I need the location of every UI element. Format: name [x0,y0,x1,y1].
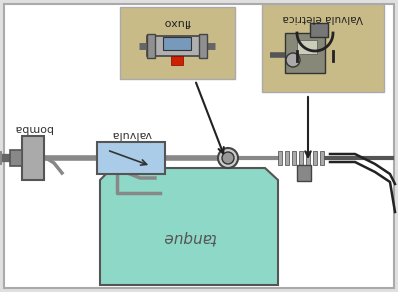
Bar [306,151,310,165]
Text: tanque: tanque [162,230,216,246]
Bar [163,37,191,50]
Text: fluxo: fluxo [164,17,191,27]
Bar [147,34,155,58]
Text: Valvula eletrica: Valvula eletrica [283,13,363,23]
Bar [313,151,317,165]
Bar [292,151,296,165]
Bar [147,36,207,56]
Bar [297,165,311,181]
Text: bomba: bomba [14,123,52,133]
Bar [320,151,324,165]
Bar [297,40,317,54]
Text: valvula: valvula [111,129,151,139]
Bar [22,136,44,180]
Bar [120,7,235,79]
Bar [262,4,384,92]
Bar [299,151,303,165]
Bar [10,150,22,166]
Bar [310,23,328,37]
Bar [285,33,325,73]
Circle shape [286,53,300,67]
Bar [97,142,165,174]
Polygon shape [100,168,278,285]
Bar [199,34,207,58]
Bar [285,151,289,165]
Bar [171,56,183,65]
Circle shape [222,152,234,164]
Bar [278,151,282,165]
Circle shape [218,148,238,168]
